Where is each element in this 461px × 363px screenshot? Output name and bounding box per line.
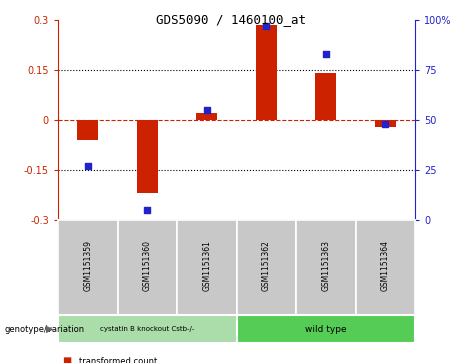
Bar	[256, 25, 277, 120]
Text: GSM1151361: GSM1151361	[202, 240, 211, 291]
Text: transformed count: transformed count	[79, 356, 157, 363]
Text: cystatin B knockout Cstb-/-: cystatin B knockout Cstb-/-	[100, 326, 195, 332]
Point	[263, 23, 270, 29]
Text: genotype/variation: genotype/variation	[5, 325, 85, 334]
Text: wild type: wild type	[305, 325, 347, 334]
Text: GDS5090 / 1460100_at: GDS5090 / 1460100_at	[155, 13, 306, 26]
Bar	[77, 120, 98, 140]
Bar	[196, 113, 217, 120]
Point	[143, 207, 151, 213]
Text: GSM1151360: GSM1151360	[143, 240, 152, 291]
Text: ■: ■	[63, 356, 72, 363]
Bar	[375, 120, 396, 127]
Text: GSM1151364: GSM1151364	[381, 240, 390, 291]
Point	[382, 121, 389, 127]
Point	[322, 51, 330, 57]
Text: ▶: ▶	[46, 324, 53, 334]
Text: GSM1151363: GSM1151363	[321, 240, 330, 291]
Bar	[137, 120, 158, 193]
Text: GSM1151359: GSM1151359	[83, 240, 92, 291]
Point	[84, 163, 91, 169]
Text: GSM1151362: GSM1151362	[262, 240, 271, 291]
Point	[203, 107, 210, 113]
Bar	[315, 73, 336, 120]
